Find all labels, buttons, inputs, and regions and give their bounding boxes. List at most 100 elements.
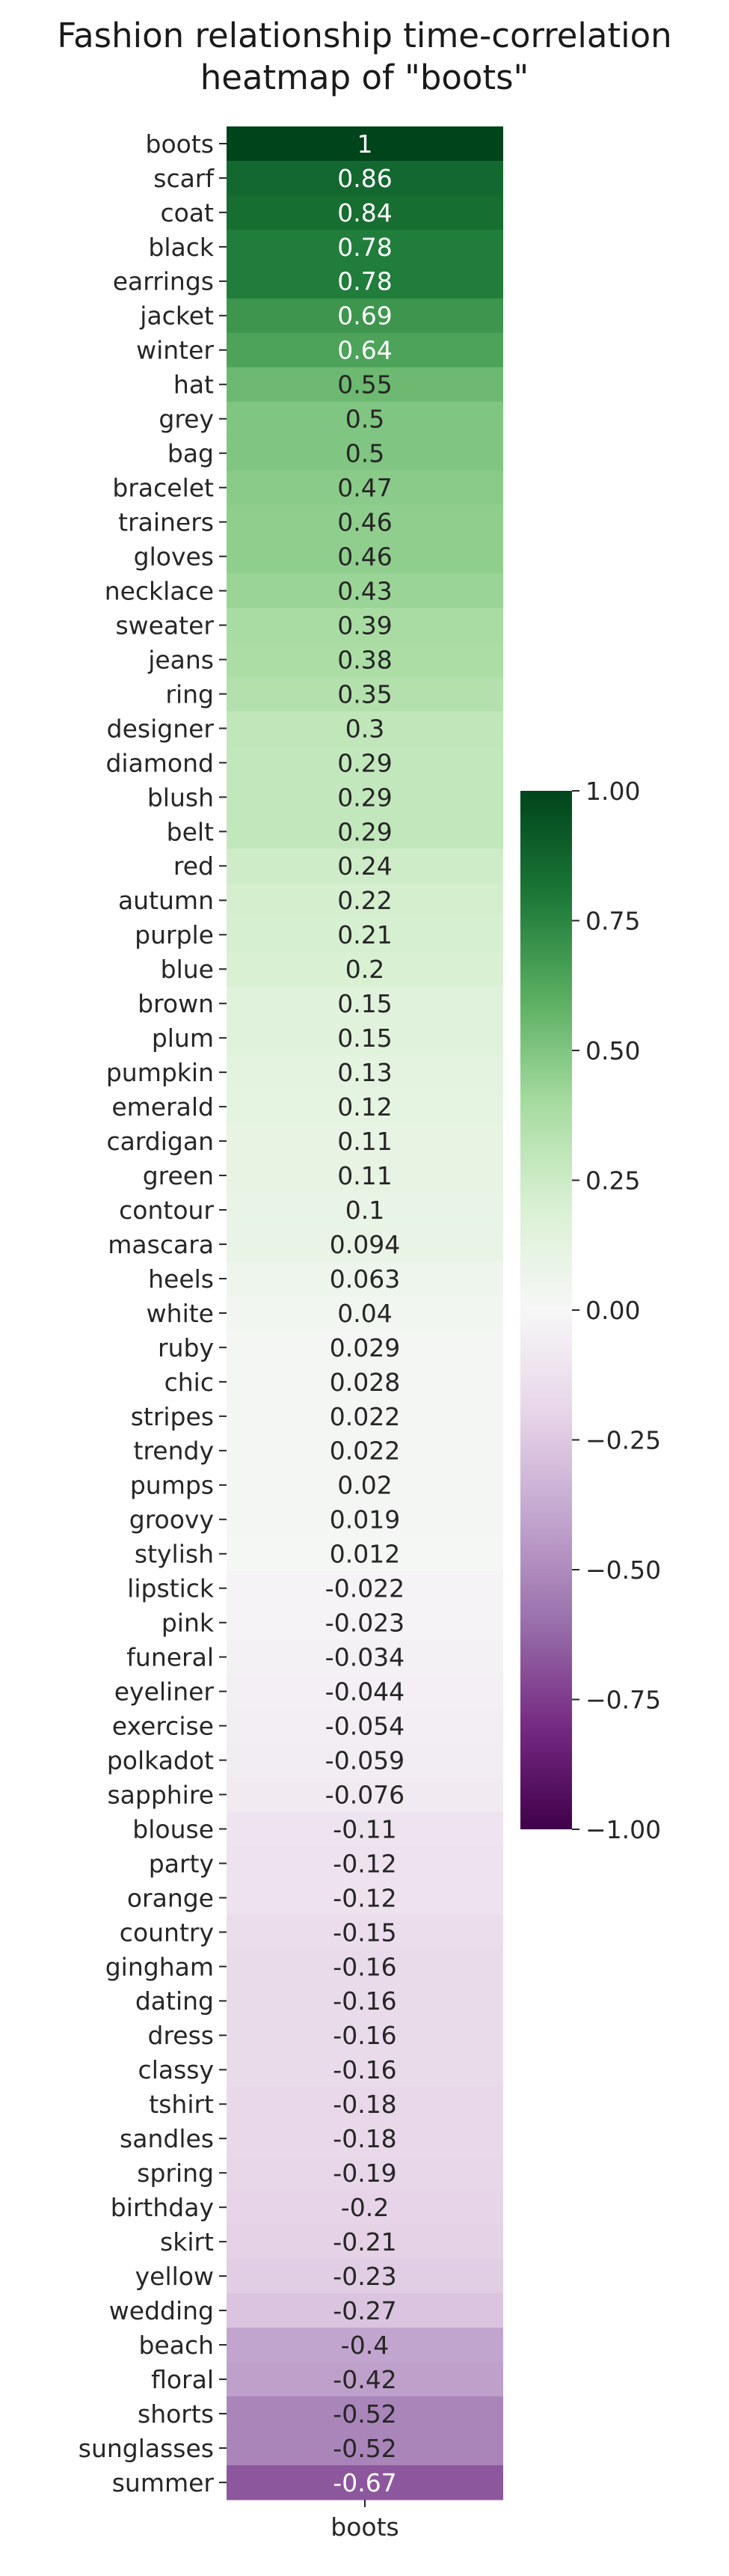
row-tick-label: emerald xyxy=(111,1092,214,1122)
cell-value-label: -0.42 xyxy=(333,2365,396,2394)
row-tick-label: blush xyxy=(147,783,214,812)
heatmap-cell xyxy=(227,2190,503,2225)
cell-value-label: 0.46 xyxy=(337,542,392,572)
heatmap-cell xyxy=(227,2293,503,2328)
heatmap-cell xyxy=(227,229,503,265)
cell-value-label: -0.18 xyxy=(333,2124,396,2153)
heatmap-cell xyxy=(227,2430,503,2466)
cell-value-label: -0.21 xyxy=(333,2227,396,2257)
cell-value-label: -0.059 xyxy=(325,1746,405,1775)
row-tick-label: mascara xyxy=(108,1230,214,1259)
heatmap-cell xyxy=(227,332,503,368)
cell-value-label: -0.022 xyxy=(325,1574,405,1603)
cell-value-label: 0.3 xyxy=(345,714,384,743)
cell-value-label: 0.35 xyxy=(337,679,392,709)
cell-value-label: 0.022 xyxy=(330,1437,400,1466)
row-tick-label: wedding xyxy=(109,2296,214,2325)
heatmap-cell xyxy=(227,1467,503,1503)
cell-value-label: 0.029 xyxy=(330,1333,400,1362)
heatmap-cell xyxy=(227,2087,503,2122)
row-tick-label: scarf xyxy=(153,164,215,193)
heatmap-cell xyxy=(227,367,503,403)
row-tick-label: belt xyxy=(167,817,214,846)
cell-value-label: 0.5 xyxy=(345,405,384,434)
row-tick-label: floral xyxy=(151,2365,214,2394)
row-tick-label: grey xyxy=(159,405,214,434)
heatmap-cell xyxy=(227,745,503,781)
row-tick-label: hat xyxy=(173,370,214,400)
row-tick-label: blue xyxy=(161,955,214,984)
cell-value-label: -0.16 xyxy=(333,2055,396,2084)
cell-value-label: 0.86 xyxy=(337,164,392,193)
heatmap-cell xyxy=(227,2328,503,2363)
heatmap-cell-labels: 1 0.86 0.84 0.78 0.78 0.69 0.64 0.55 0.5 0.5 0.47 0… xyxy=(325,129,405,2497)
row-tick-label: tshirt xyxy=(149,2090,214,2119)
heatmap-cell xyxy=(227,2121,503,2156)
row-tick-label: contour xyxy=(119,1196,214,1225)
heatmap-cell xyxy=(227,2224,503,2260)
row-tick-label: eyeliner xyxy=(114,1677,215,1707)
heatmap-cell xyxy=(227,435,503,471)
row-tick-label: birthday xyxy=(111,2193,214,2222)
cell-value-label: 0.29 xyxy=(337,783,392,812)
heatmap-cell xyxy=(227,1846,503,1882)
colorbar-tick-label: 1.00 xyxy=(585,777,640,806)
heatmap-cell xyxy=(227,1398,503,1434)
row-tick-label: purple xyxy=(135,920,214,949)
row-tick-labels: boots scarf coat black earrings jacket winter h… xyxy=(79,129,227,2497)
row-tick-label: trainers xyxy=(118,508,214,537)
heatmap-cell xyxy=(227,1227,503,1262)
cell-value-label: 0.29 xyxy=(337,748,392,777)
row-tick-label: bag xyxy=(167,439,214,468)
heatmap-cell xyxy=(227,814,503,849)
row-tick-label: shorts xyxy=(138,2399,214,2429)
row-tick-label: stylish xyxy=(135,1540,214,1569)
cell-value-label: 0.24 xyxy=(337,851,392,881)
cell-value-label: 0.78 xyxy=(337,233,392,262)
cell-value-label: -0.054 xyxy=(325,1711,405,1740)
row-tick-label: green xyxy=(143,1161,214,1190)
heatmap-cell xyxy=(227,1433,503,1469)
heatmap-cell xyxy=(227,642,503,678)
cell-value-label: 0.2 xyxy=(345,955,384,984)
cell-value-label: -0.2 xyxy=(341,2193,389,2222)
heatmap-cell xyxy=(227,952,503,987)
row-tick-label: pink xyxy=(162,1609,215,1638)
row-tick-label: ruby xyxy=(158,1333,214,1362)
row-tick-label: coat xyxy=(161,198,215,227)
row-tick-label: gloves xyxy=(134,542,214,572)
heatmap-cell xyxy=(227,539,503,575)
heatmap-cell xyxy=(227,608,503,643)
row-tick-label: brown xyxy=(138,989,214,1018)
heatmap-cell xyxy=(227,1915,503,1951)
cell-value-label: 0.012 xyxy=(330,1540,400,1569)
row-tick-label: jacket xyxy=(139,302,214,331)
heatmap-cell xyxy=(227,1708,503,1744)
heatmap-cell xyxy=(227,711,503,747)
cell-value-label: 0.64 xyxy=(337,336,392,365)
cell-value-label: 0.47 xyxy=(337,474,392,503)
heatmap-cell xyxy=(227,401,503,437)
heatmap-cell xyxy=(227,2018,503,2053)
row-tick-label: gingham xyxy=(105,1952,214,1981)
row-tick-label: dating xyxy=(135,1986,214,2016)
heatmap-cell xyxy=(227,126,503,162)
row-tick-label: diamond xyxy=(105,748,214,777)
colorbar-tick-label: −1.00 xyxy=(585,1815,661,1844)
column-tick-label: boots xyxy=(330,2512,399,2542)
heatmap-cell xyxy=(227,1261,503,1297)
row-tick-label: classy xyxy=(138,2055,214,2084)
row-tick-label: spring xyxy=(137,2159,214,2188)
colorbar-tick-label: −0.75 xyxy=(585,1685,661,1714)
row-tick-label: winter xyxy=(136,336,214,365)
heatmap-cell xyxy=(227,573,503,609)
cell-value-label: -0.52 xyxy=(333,2434,396,2463)
row-tick-label: cardigan xyxy=(106,1127,214,1156)
cell-value-label: -0.16 xyxy=(333,2021,396,2050)
cell-value-label: -0.11 xyxy=(333,1814,396,1844)
heatmap-cell xyxy=(227,1089,503,1125)
cell-value-label: 0.11 xyxy=(337,1161,392,1190)
row-tick-label: autumn xyxy=(118,886,214,915)
row-tick-label: blouse xyxy=(132,1814,214,1844)
